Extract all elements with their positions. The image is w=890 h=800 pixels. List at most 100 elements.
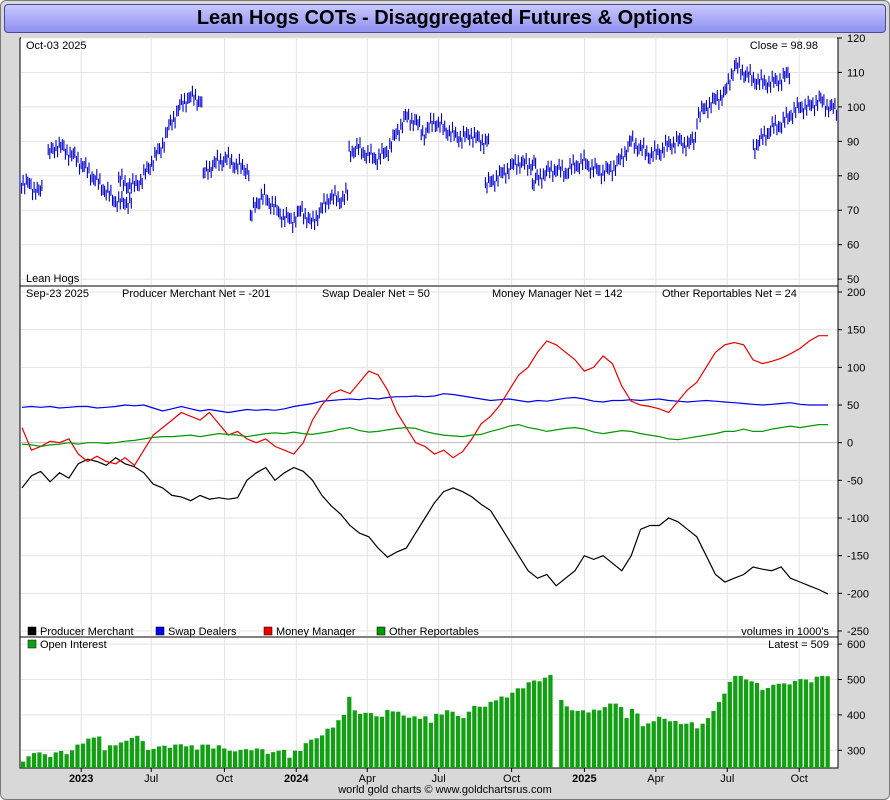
open-interest-bar — [129, 737, 134, 768]
open-interest-bar — [526, 682, 531, 768]
price-y-tick-label: 70 — [847, 205, 859, 217]
open-interest-bar — [64, 754, 69, 768]
money-legend-label: Money Manager — [276, 626, 356, 638]
open-interest-bar — [515, 688, 520, 768]
open-interest-bar — [499, 696, 504, 768]
open-interest-bar — [341, 714, 346, 768]
price-close-label: Close = 98.98 — [750, 40, 818, 52]
other-net-label: Other Reportables Net = 24 — [662, 288, 797, 300]
money-legend-swatch — [263, 626, 273, 636]
producer-net-line — [21, 456, 829, 595]
open-interest-bar — [820, 675, 825, 768]
open-interest-bar — [771, 684, 776, 768]
open-interest-bar — [798, 679, 803, 768]
price-y-tick-label: 50 — [847, 274, 859, 286]
open-interest-bar — [629, 708, 635, 768]
open-interest-bar — [716, 702, 722, 768]
open-interest-bar — [292, 750, 298, 768]
open-interest-bar — [173, 744, 178, 768]
open-interest-bar — [477, 706, 482, 768]
open-interest-bar — [298, 751, 303, 768]
open-interest-bar — [75, 744, 80, 768]
price-y-tick-label: 80 — [847, 171, 859, 183]
open-interest-bar — [667, 721, 673, 768]
open-interest-bar — [792, 680, 798, 768]
open-interest-bar — [238, 749, 243, 768]
x-tick-label: Oct — [791, 773, 808, 785]
open-interest-bar — [673, 720, 678, 768]
open-interest-bar — [428, 722, 433, 768]
cot-y-tick-label: 150 — [847, 325, 865, 337]
open-interest-bar — [336, 720, 341, 768]
open-interest-bar — [825, 676, 830, 768]
oi-y-tick-label: 600 — [847, 639, 865, 651]
open-interest-bar — [189, 745, 194, 768]
cot-y-tick-label: -100 — [847, 513, 869, 525]
open-interest-bar — [450, 711, 455, 768]
open-interest-bar — [379, 716, 385, 768]
price-contract-bars — [47, 136, 132, 214]
price-date-label: Oct-03 2025 — [26, 40, 87, 52]
open-interest-bar — [319, 735, 325, 768]
title-bar: Lean Hogs COTs - Disaggregated Futures &… — [4, 4, 886, 33]
swap-net-line — [21, 393, 828, 414]
open-interest-bar — [782, 683, 787, 768]
open-interest-bar — [265, 753, 270, 768]
money-net-label: Money Manager Net = 142 — [492, 288, 623, 300]
open-interest-bar — [705, 718, 711, 768]
price-panel-label: Lean Hogs — [26, 273, 80, 285]
x-tick-label: 2023 — [69, 773, 93, 785]
price-y-tick-label: 90 — [847, 136, 859, 148]
producer-legend-label: Producer Merchant — [40, 626, 134, 638]
open-interest-bar — [53, 752, 58, 768]
other-legend-label: Other Reportables — [389, 626, 479, 638]
open-interest-bar — [624, 718, 629, 768]
open-interest-bar — [227, 750, 232, 768]
price-contract-bars — [531, 130, 696, 191]
open-interest-bar — [86, 738, 91, 768]
x-tick-label: Jul — [144, 773, 158, 785]
open-interest-bar — [254, 748, 259, 768]
open-interest-bar — [31, 753, 37, 768]
open-interest-bar — [580, 710, 586, 768]
cot-y-tick-label: -250 — [847, 626, 869, 638]
cot-y-tick-label: -50 — [847, 475, 863, 487]
open-interest-bar — [445, 710, 450, 768]
open-interest-bar — [48, 757, 53, 768]
open-interest-bar — [211, 748, 216, 768]
open-interest-bar — [401, 715, 406, 768]
open-interest-bar — [814, 676, 819, 768]
open-interest-bar — [597, 710, 602, 768]
open-interest-bar — [537, 681, 542, 768]
open-interest-bar — [135, 735, 140, 768]
open-interest-bar — [776, 683, 781, 768]
open-interest-bar — [787, 684, 792, 768]
open-interest-bar — [406, 717, 412, 768]
footer-credit: world gold charts © www.goldchartsrus.co… — [338, 784, 552, 796]
open-interest-bar — [281, 749, 287, 768]
price-contract-bars — [19, 173, 43, 201]
open-interest-bar — [738, 675, 743, 768]
oi-y-tick-label: 400 — [847, 710, 865, 722]
open-interest-bar — [695, 728, 700, 768]
price-y-tick-label: 110 — [847, 67, 865, 79]
open-interest-bar — [309, 739, 314, 768]
open-interest-bar — [184, 746, 189, 768]
open-interest-bar — [200, 744, 205, 768]
open-interest-bar — [548, 674, 553, 768]
open-interest-bar — [586, 712, 591, 768]
open-interest-bar — [417, 718, 423, 768]
open-interest-bar — [21, 761, 26, 768]
open-interest-bar — [570, 710, 575, 768]
open-interest-bar — [559, 700, 564, 768]
cot-y-tick-label: -150 — [847, 551, 869, 563]
open-interest-bar — [744, 679, 749, 768]
open-interest-bar — [640, 726, 645, 768]
price-contract-bars — [484, 153, 537, 194]
open-interest-bar — [194, 749, 200, 768]
x-tick-label: 2025 — [572, 773, 596, 785]
oi-y-tick-label: 300 — [847, 745, 865, 757]
open-interest-bar — [575, 711, 580, 768]
open-interest-bar — [205, 744, 211, 768]
